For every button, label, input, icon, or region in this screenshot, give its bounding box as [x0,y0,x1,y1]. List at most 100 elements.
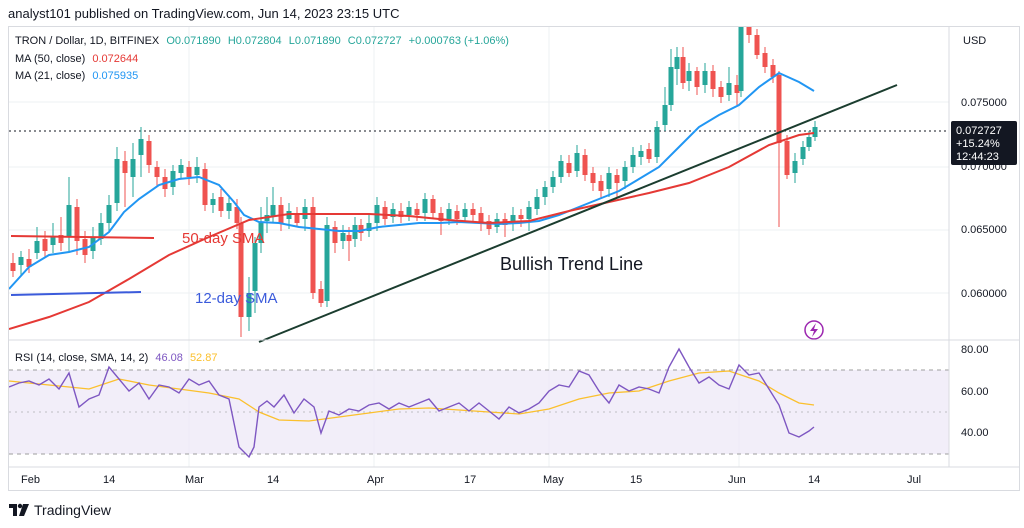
candle-body [34,241,40,253]
symbol-legend[interactable]: TRON / Dollar, 1D, BITFINEX O0.071890 H0… [15,35,513,47]
ma50-label: MA (50, close) [15,53,86,65]
trend-line-drawing[interactable] [258,84,898,343]
rsi-label: RSI (14, close, SMA, 14, 2) [15,352,149,364]
candle-body [792,161,798,173]
candlestick-series [10,21,818,337]
candle-body [414,209,420,215]
ma50-line [8,132,815,330]
price-tick: 0.075000 [961,97,1007,109]
candle-body [534,197,540,209]
candle-body [542,187,548,197]
candle-body [294,213,300,223]
candle-body [226,203,232,211]
badge-change: +15.24% [956,138,1000,150]
candle-body [550,177,556,187]
candle-body [258,223,264,243]
candle-body [738,27,744,91]
candle-body [518,215,524,219]
chart-canvas[interactable]: 50-day SMA 12-day SMA Bullish Trend Line… [8,21,1019,490]
footer: TradingView [0,492,1024,528]
candle-body [446,209,452,219]
candle-body [646,149,652,159]
candle-body [430,199,436,213]
time-tick: 14 [103,474,115,486]
ohlc-close: C0.072727 [347,35,402,47]
currency-label: USD [963,35,986,47]
time-tick: 15 [630,474,642,486]
candle-body [122,161,128,173]
candle-body [186,167,192,177]
candle-body [366,223,372,231]
candle-body [178,165,184,173]
rsi-value: 46.08 [155,352,183,364]
ohlc-low: L0.071890 [288,35,341,47]
candle-body [106,205,112,223]
candle-body [510,215,516,223]
rsi-line [8,347,815,459]
ohlc-high: H0.072804 [227,35,282,47]
candle-body [662,105,668,125]
candle-body [606,173,612,189]
candle-body [98,223,104,239]
candle-body [66,205,72,237]
candle-body [438,213,444,221]
trend-line-label: Bullish Trend Line [500,254,643,274]
candle-body [130,159,136,177]
lightning-icon[interactable] [804,320,824,340]
publish-header: analyst101 published on TradingView.com,… [0,0,1024,26]
price-axis[interactable]: USD 0.075000 0.070000 0.065000 0.060000 [948,27,1007,467]
candle-body [358,225,364,233]
rsi-pane: 80.00 60.00 40.00 [8,344,989,459]
sma50-drawing[interactable] [10,235,155,239]
candle-body [680,57,686,83]
badge-countdown: 12:44:23 [956,151,999,163]
candle-body [234,207,240,223]
candle-body [674,57,680,69]
time-tick: 14 [267,474,279,486]
candle-body [310,207,316,293]
candle-body [382,207,388,219]
candle-body [422,199,428,213]
footer-brand: TradingView [34,502,112,518]
chart-frame[interactable]: 50-day SMA 12-day SMA Bullish Trend Line… [8,21,1020,491]
publish-info: analyst101 published on TradingView.com,… [8,6,400,21]
ma21-label: MA (21, close) [15,70,86,82]
price-badge: 0.072727 +15.24% 12:44:23 [951,121,1017,165]
time-tick: Jul [907,474,921,486]
candle-body [668,67,674,105]
candle-body [210,199,216,205]
candle-body [710,71,716,89]
candle-body [238,223,244,317]
time-axis[interactable]: Feb 14 Mar 14 Apr 17 May 15 Jun 14 Jul [9,466,1019,486]
candle-body [340,233,346,241]
ma50-legend[interactable]: MA (50, close) 0.072644 [15,53,142,65]
candle-body [598,181,604,191]
candle-body [770,65,776,77]
candle-body [324,225,330,301]
candle-body [454,211,460,219]
ma21-line [8,71,815,290]
candle-body [346,235,352,241]
sma12-drawing[interactable] [10,291,142,296]
candle-body [332,227,338,243]
time-tick: Jun [728,474,746,486]
candle-body [630,155,636,167]
time-tick: Mar [185,474,204,486]
candle-body [398,211,404,217]
candle-body [526,207,532,219]
rsi-tick: 80.00 [961,344,989,356]
rsi-tick: 60.00 [961,386,989,398]
ma21-value: 0.075935 [92,70,139,82]
symbol-name: TRON / Dollar, 1D, BITFINEX [15,35,160,47]
candle-body [194,167,200,175]
candle-body [582,155,588,175]
candle-body [486,221,492,229]
candle-body [58,235,64,243]
badge-price: 0.072727 [956,125,1002,137]
ma21-legend[interactable]: MA (21, close) 0.075935 [15,70,142,82]
price-tick: 0.065000 [961,224,1007,236]
candle-body [762,53,768,67]
rsi-legend[interactable]: RSI (14, close, SMA, 14, 2) 46.08 52.87 [15,352,221,364]
candle-body [114,159,120,203]
candle-body [50,237,56,245]
